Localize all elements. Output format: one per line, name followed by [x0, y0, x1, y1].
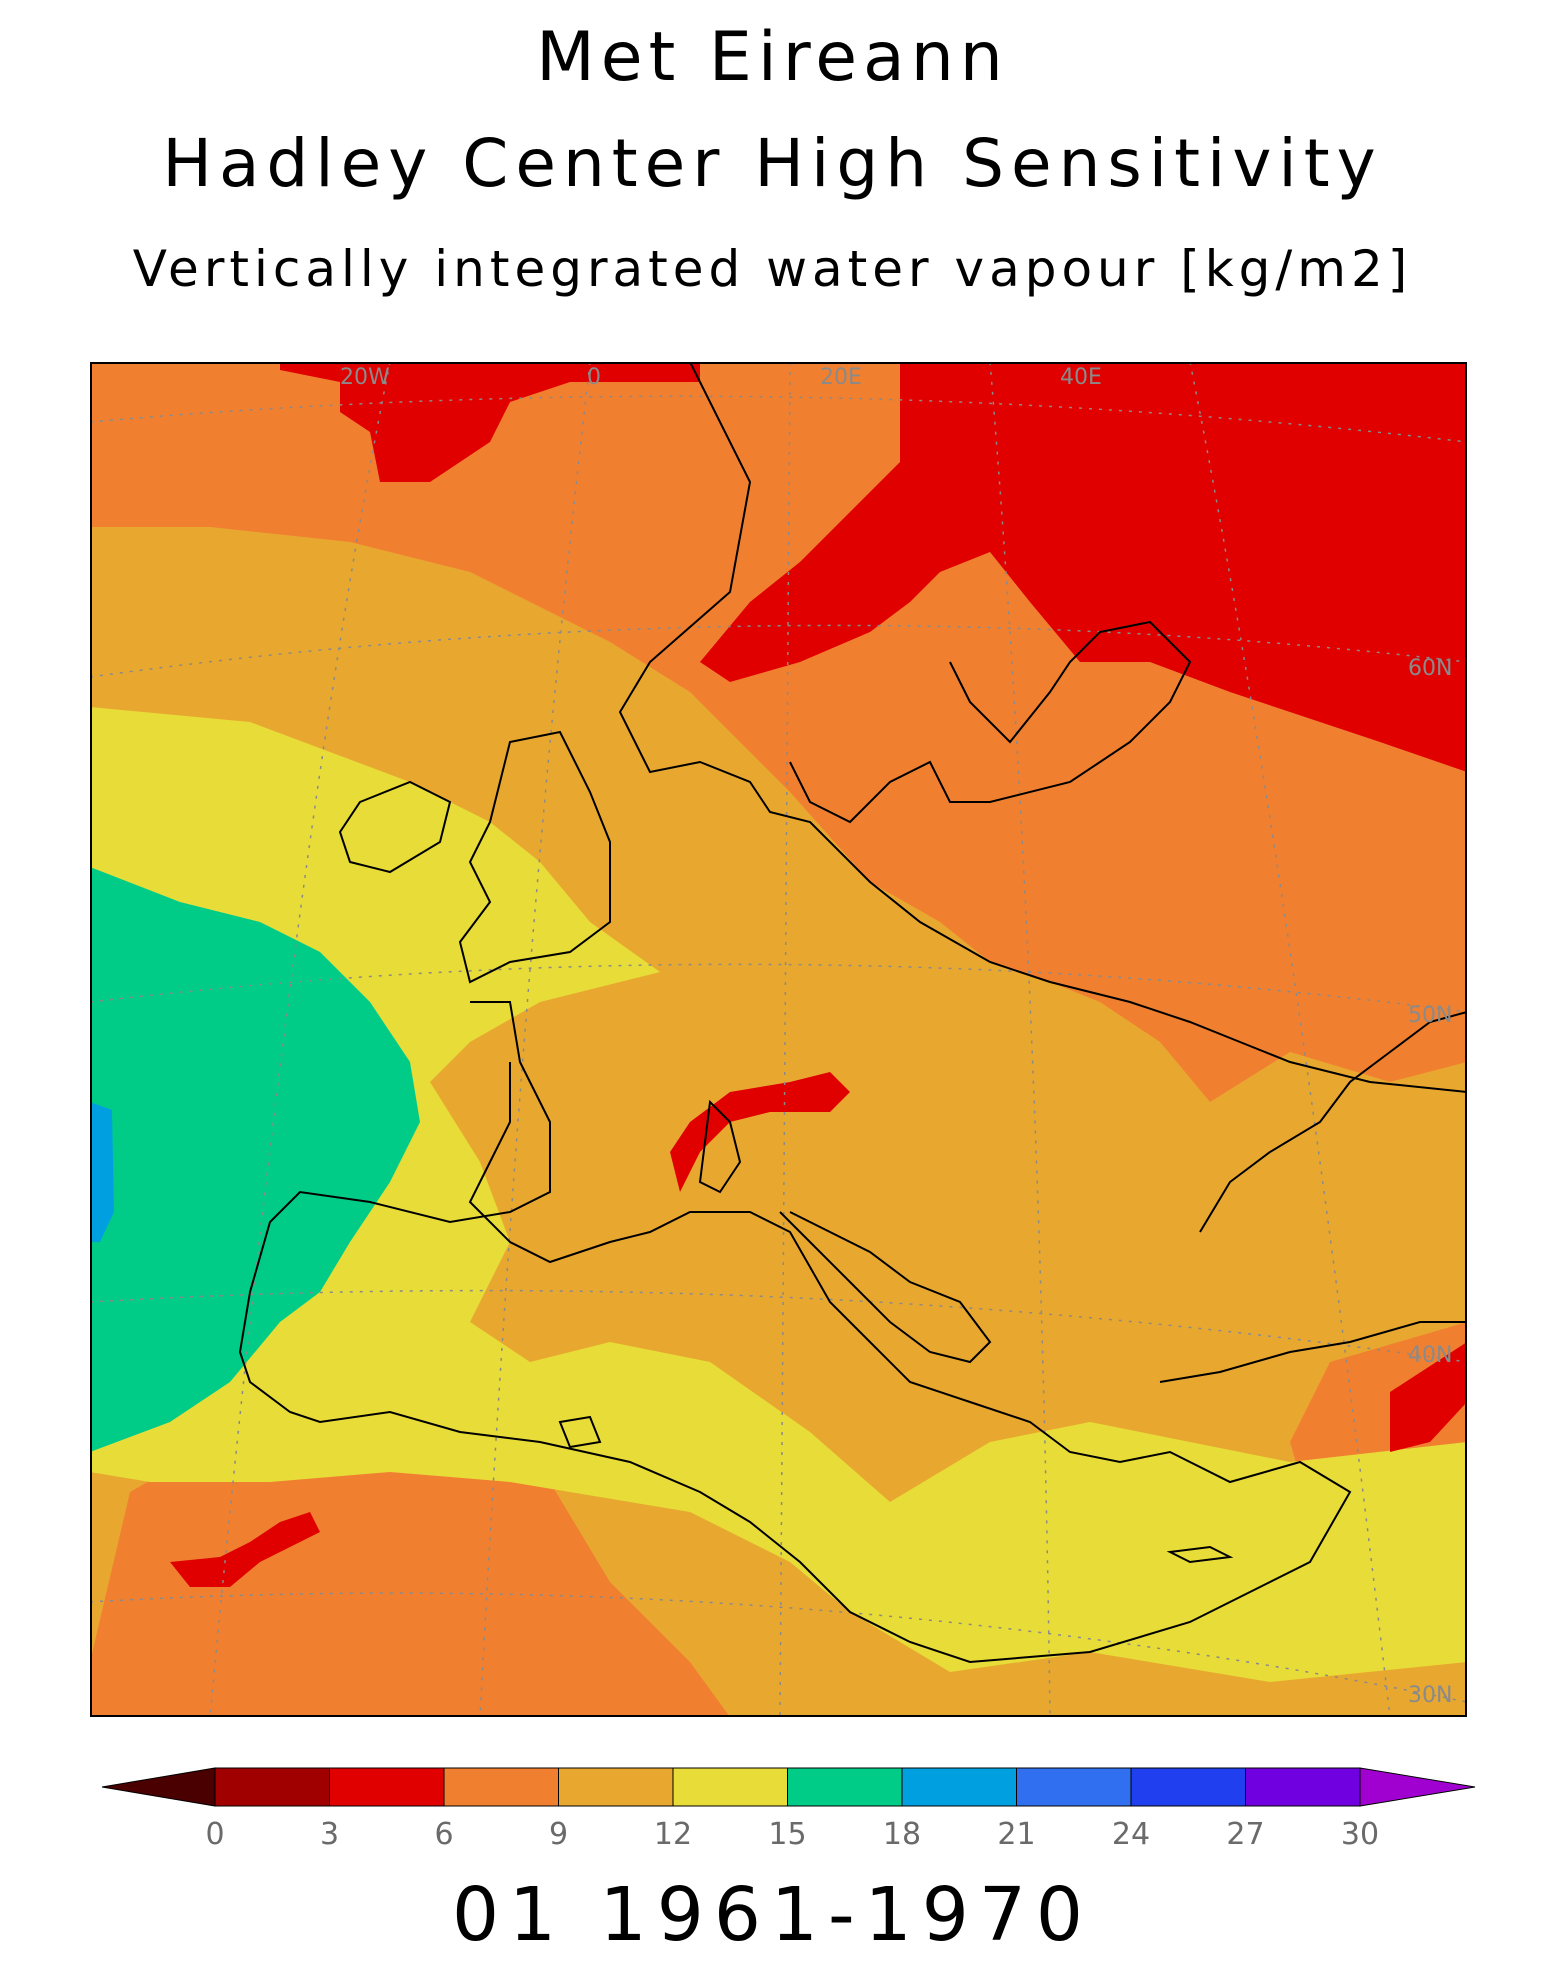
colorbar-tick-label: 24 [1112, 1817, 1150, 1850]
chart-title: Met Eireann [536, 18, 1009, 97]
grid-label-20w: 20W [340, 365, 390, 390]
graticule [90, 362, 1467, 1717]
colorbar-segment [1245, 1767, 1361, 1807]
colorbar-tick-label: 30 [1341, 1817, 1379, 1850]
field-3-6-alps [670, 1072, 850, 1192]
colorbar-tick-label: 15 [768, 1817, 806, 1850]
colorbar-under-arrow [101, 1767, 216, 1807]
grid-label-20e: 20E [820, 365, 862, 390]
colorbar-segment [901, 1767, 1017, 1807]
colorbar-segment [214, 1767, 330, 1807]
field-6-9-south [90, 1432, 730, 1717]
grid-label-50n: 50N [1408, 1003, 1452, 1028]
period-label: 01 1961-1970 [451, 1872, 1094, 1958]
grid-label-60n: 60N [1408, 656, 1452, 681]
colorbar: 0 3 6 9 12 15 18 21 24 27 30 [101, 1767, 1476, 1850]
colorbar-segment [787, 1767, 903, 1807]
variable-title: Vertically integrated water vapour [kg/m… [132, 240, 1413, 298]
colorbar-tick-label: 9 [549, 1817, 568, 1850]
colorbar-segment [443, 1767, 559, 1807]
map-frame [90, 362, 1467, 1717]
field-12-15 [90, 707, 1467, 1682]
colorbar-tick-label: 0 [205, 1817, 224, 1850]
colorbar-tick-label: 3 [320, 1817, 339, 1850]
grid-label-40e: 40E [1060, 365, 1102, 390]
colorbar-tick-label: 21 [997, 1817, 1035, 1850]
colorbar-segment [1016, 1767, 1132, 1807]
colorbar-tick-label: 27 [1226, 1817, 1264, 1850]
grid-label-30n: 30N [1408, 1683, 1452, 1708]
colorbar-tick-label: 6 [434, 1817, 453, 1850]
colorbar-over-arrow [1359, 1767, 1476, 1807]
colorbar-tick-label: 12 [654, 1817, 692, 1850]
field-3-6-turkey [1390, 1342, 1467, 1452]
chart-subtitle: Hadley Center High Sensitivity [162, 125, 1383, 202]
field-18-21 [90, 1102, 114, 1242]
colorbar-segment [329, 1767, 445, 1807]
field-15-18 [90, 867, 420, 1452]
field-3-6-iceland [280, 362, 700, 482]
coastlines [238, 362, 1467, 1664]
water-vapour-map: 20W 0 20E 40E 60N 50N 40N 30N [90, 362, 1467, 1717]
colorbar-tick-label: 18 [883, 1817, 921, 1850]
grid-label-40n: 40N [1408, 1343, 1452, 1368]
field-3-6-atlas [170, 1512, 320, 1587]
field-3-6-scandinavia [700, 362, 1467, 772]
colorbar-segment [672, 1767, 788, 1807]
colorbar-segment [1130, 1767, 1246, 1807]
colorbar-segment [558, 1767, 674, 1807]
grid-label-0: 0 [587, 365, 601, 390]
